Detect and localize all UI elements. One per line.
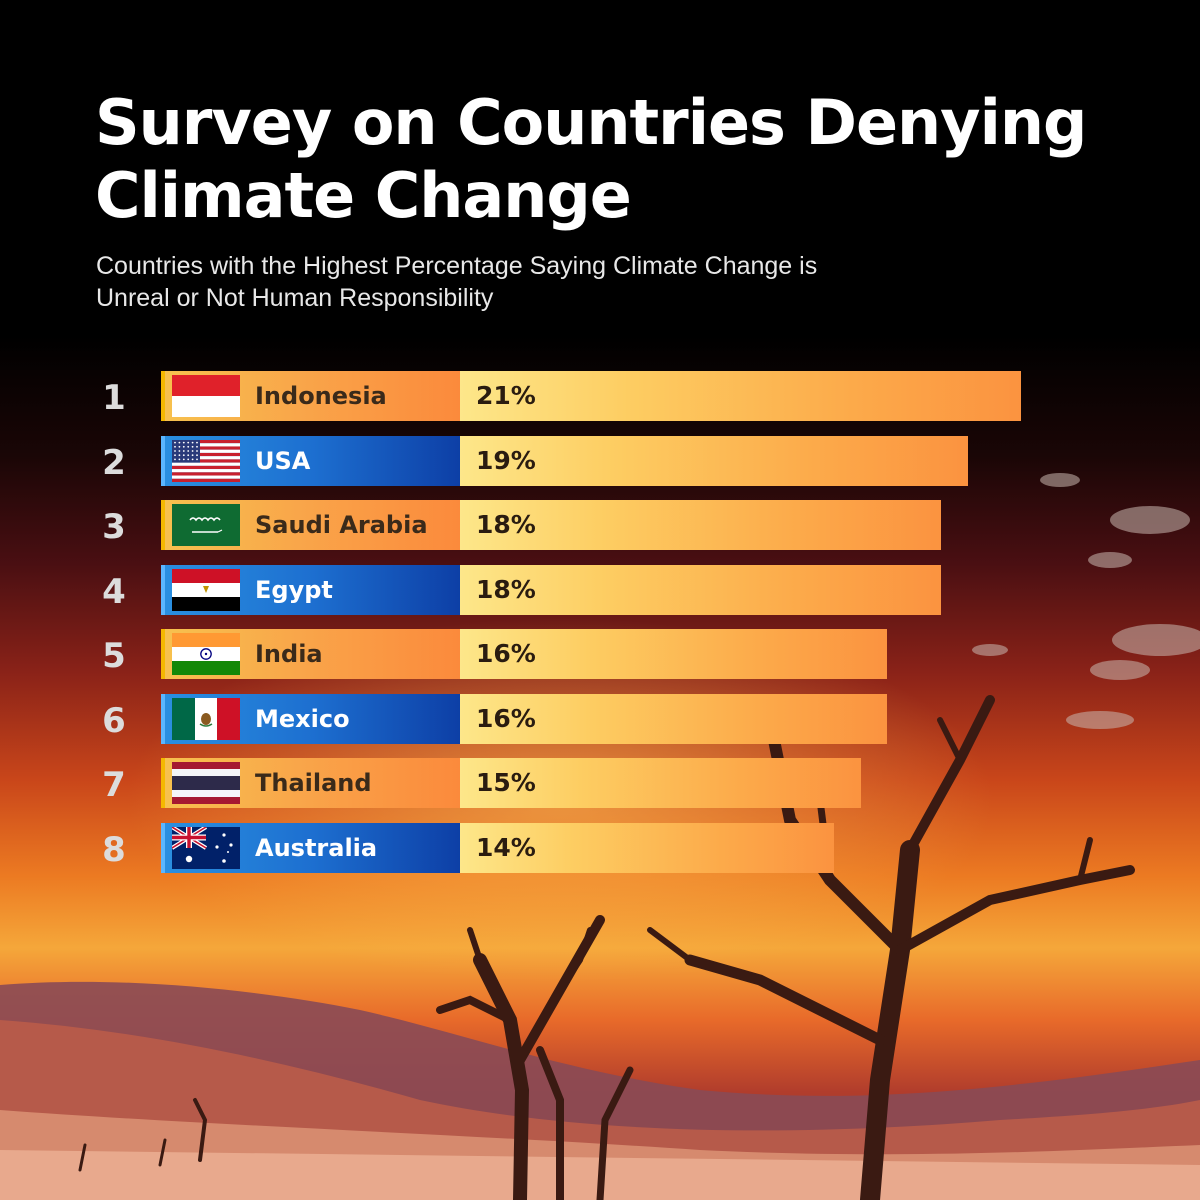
country-label-box: Mexico <box>161 693 460 744</box>
value-label: 14% <box>476 832 536 862</box>
australia-flag-icon <box>172 826 240 869</box>
country-label-box: Indonesia <box>161 371 460 421</box>
bar-thailand <box>460 758 861 808</box>
rank-label: 5 <box>102 636 126 676</box>
value-label: 16% <box>476 703 536 733</box>
category-label: Australia <box>255 833 378 862</box>
rank-label: 4 <box>102 571 126 612</box>
chart-subtitle: Countries with the Highest Percentage Sa… <box>96 252 818 312</box>
bar-egypt <box>460 564 941 615</box>
rank-label: 2 <box>102 442 126 483</box>
value-label: 15% <box>476 768 536 797</box>
bar-australia <box>460 822 834 873</box>
chart-title: Survey on Countries Denying Climate Chan… <box>95 86 1087 232</box>
country-label-box: Australia <box>161 822 460 873</box>
country-label-box: Thailand <box>161 758 460 808</box>
country-label-box: India <box>161 629 460 679</box>
rank-label: 7 <box>102 765 126 805</box>
category-label: Thailand <box>255 769 372 797</box>
country-label-box: Egypt <box>161 564 460 615</box>
bar-saudi-arabia <box>460 500 941 550</box>
value-label: 16% <box>476 639 536 668</box>
category-label: India <box>255 640 323 668</box>
saudi-arabia-flag-icon <box>172 504 240 546</box>
category-label: Egypt <box>255 575 333 604</box>
country-label-box: USA <box>161 435 460 486</box>
indonesia-flag-icon <box>172 375 240 417</box>
usa-flag-icon <box>172 439 240 482</box>
country-label-box: Saudi Arabia <box>161 500 460 550</box>
value-label: 21% <box>476 381 536 410</box>
value-label: 19% <box>476 445 536 475</box>
bar-india <box>460 629 888 679</box>
value-label: 18% <box>476 510 536 539</box>
mexico-flag-icon <box>172 697 240 740</box>
thailand-flag-icon <box>172 762 240 804</box>
bar-mexico <box>460 693 888 744</box>
rank-label: 3 <box>102 507 126 547</box>
category-label: Indonesia <box>255 382 387 410</box>
category-label: Saudi Arabia <box>255 511 428 539</box>
bar-indonesia <box>460 371 1021 421</box>
category-label: Mexico <box>255 704 350 733</box>
rank-label: 1 <box>102 378 126 418</box>
india-flag-icon <box>172 633 240 675</box>
category-label: USA <box>255 446 311 475</box>
rank-label: 6 <box>102 700 126 741</box>
egypt-flag-icon <box>172 568 240 611</box>
bar-usa <box>460 435 968 486</box>
rank-label: 8 <box>102 829 126 870</box>
value-label: 18% <box>476 574 536 604</box>
